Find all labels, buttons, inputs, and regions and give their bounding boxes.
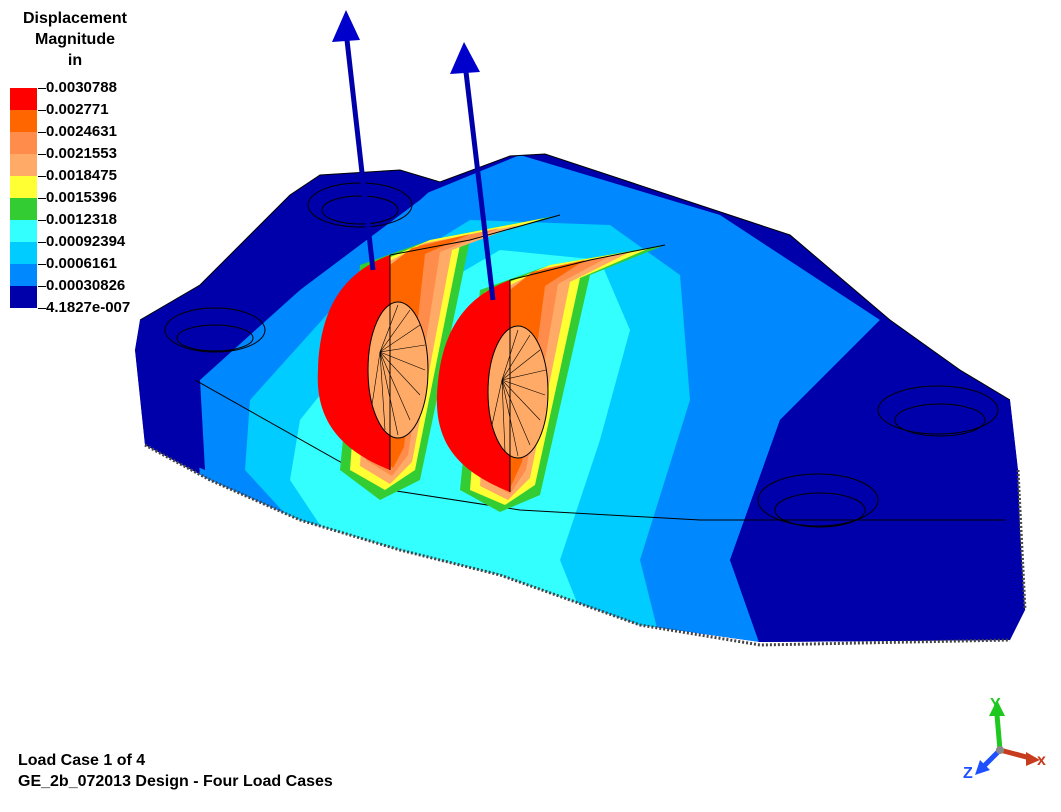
right-lug — [436, 244, 666, 512]
legend-tick-label: 0.0006161 — [46, 255, 117, 272]
legend-title-line: Displacement — [22, 10, 128, 27]
legend-title-line: in — [67, 52, 83, 69]
legend-tick-mark — [38, 110, 46, 111]
x-axis-label: x — [1037, 752, 1046, 769]
legend-tick-label: 0.0015396 — [46, 189, 117, 206]
load-arrow-right — [450, 42, 496, 301]
legend-swatch — [10, 198, 37, 220]
axis-triad — [975, 700, 1040, 775]
legend-swatch — [10, 264, 37, 286]
legend-swatch — [10, 176, 37, 198]
legend-title: Displacement Magnitude in — [10, 8, 140, 71]
legend-swatch — [10, 132, 37, 154]
design-name-label: GE_2b_072013 Design - Four Load Cases — [18, 773, 333, 790]
load-case-label: Load Case 1 of 4 — [18, 752, 146, 769]
legend-title-line: Magnitude — [35, 31, 115, 48]
legend-tick-label: 0.0030788 — [46, 79, 117, 96]
legend-tick-mark — [38, 176, 46, 177]
legend-tick-label: 0.0021553 — [46, 145, 117, 162]
legend-swatch — [10, 286, 37, 308]
legend-tick-mark — [38, 198, 46, 199]
legend-tick-mark — [38, 286, 46, 287]
legend-tick-mark — [38, 88, 46, 89]
legend-tick-mark — [38, 154, 46, 155]
legend-tick-mark — [38, 220, 46, 221]
legend-tick-mark — [38, 132, 46, 133]
legend-swatch — [10, 242, 37, 264]
base-plate — [135, 153, 1027, 647]
left-lug — [317, 214, 561, 500]
legend-swatch — [10, 220, 37, 242]
legend-swatch — [10, 88, 37, 110]
y-axis-label: Y — [990, 696, 1001, 713]
z-axis-label: Z — [963, 765, 973, 782]
legend-tick-label: 0.0024631 — [46, 123, 117, 140]
legend-swatch — [10, 154, 37, 176]
legend-tick-label: 0.0018475 — [46, 167, 117, 184]
legend-tick-mark — [38, 242, 46, 243]
legend-tick-mark — [38, 264, 46, 265]
legend-tick-label: 0.00092394 — [46, 233, 126, 250]
legend-swatch — [10, 110, 37, 132]
legend-tick-label: 4.1827e-007 — [46, 299, 131, 316]
legend-tick-label: 0.002771 — [46, 101, 109, 118]
load-arrow-left — [332, 10, 376, 271]
legend-tick-label: 0.0012318 — [46, 211, 117, 228]
legend-tick-label: 0.00030826 — [46, 277, 126, 294]
legend-tick-mark — [38, 308, 46, 309]
